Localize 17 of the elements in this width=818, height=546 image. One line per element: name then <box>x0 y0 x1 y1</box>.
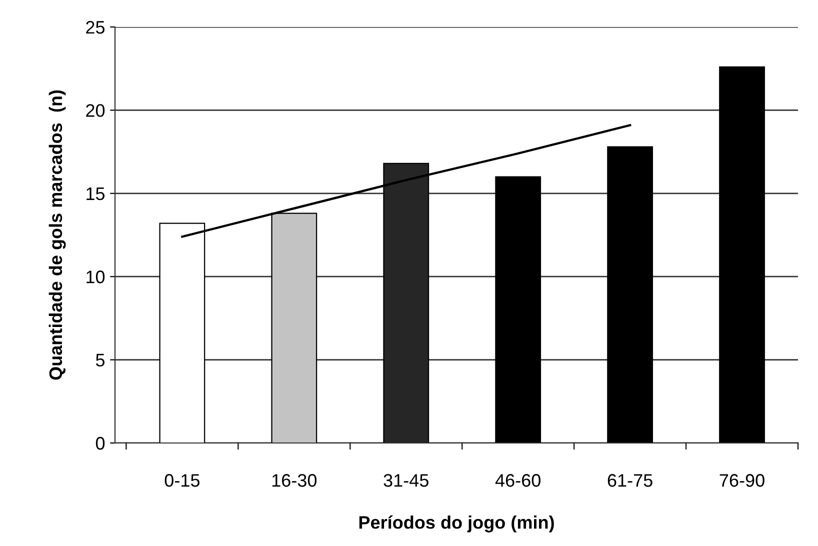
y-tick-label: 10 <box>86 270 105 284</box>
y-tick-label: 25 <box>86 20 105 34</box>
y-tick-label: 5 <box>96 354 105 367</box>
y-tick-label: 15 <box>86 188 105 200</box>
x-tick-label: 0-15 <box>164 474 200 487</box>
x-axis-title: Períodos do jogo (min) <box>359 515 554 532</box>
bar <box>607 146 653 443</box>
x-tick-label: 46-60 <box>495 474 540 487</box>
x-tick-label: 76-90 <box>720 474 764 487</box>
y-tick-label: 0 <box>96 436 105 450</box>
x-tick-label: 61-75 <box>608 474 652 487</box>
y-tick-label: 20 <box>86 104 105 117</box>
y-axis-title: Quantidade de gols marcados (n) <box>48 90 66 380</box>
x-tick-label: 16-30 <box>272 474 317 487</box>
x-tick-label: 31-45 <box>384 474 428 487</box>
bar <box>495 176 542 443</box>
bar <box>719 66 765 443</box>
